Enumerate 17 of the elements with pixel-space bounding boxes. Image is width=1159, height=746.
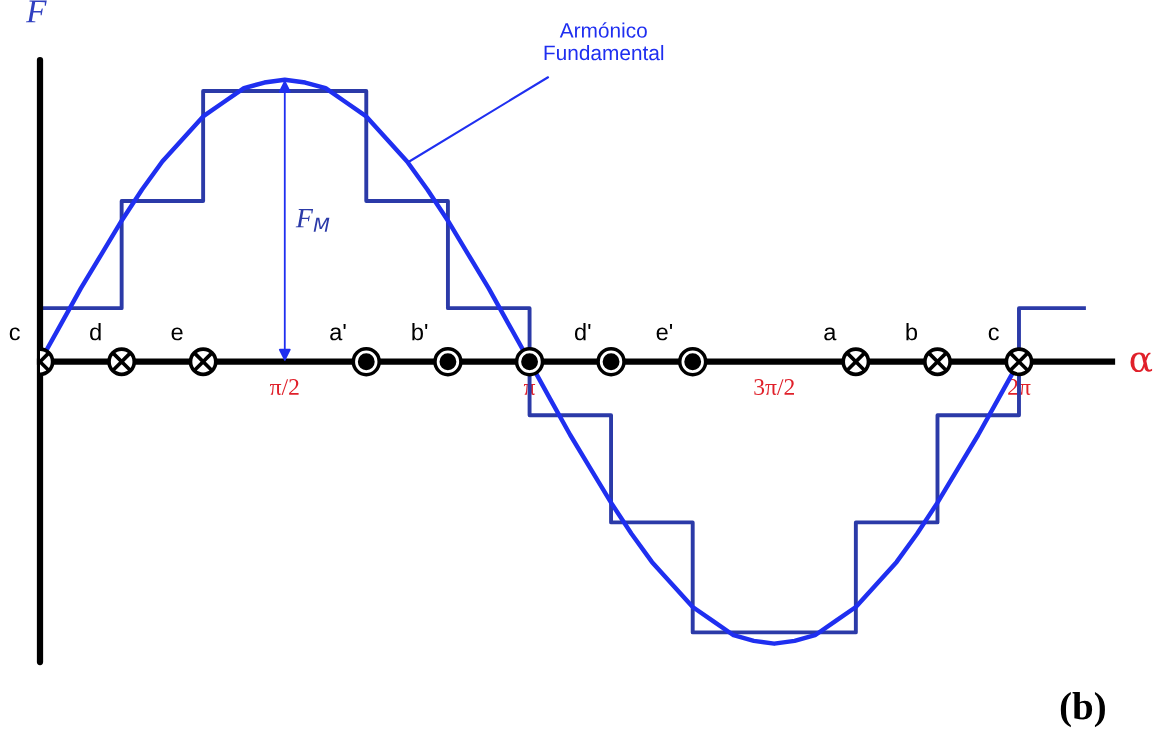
annotation: b [906,323,918,341]
y-axis-title: F [25,0,47,23]
annotation: c [9,327,20,341]
text: (b) [1060,692,1105,728]
x-axis-title: α [1130,352,1153,373]
annotation: d [90,323,101,341]
annotation: d' [574,323,591,341]
x-tick-label: 3π/2 [754,379,794,395]
annotation: e [171,327,183,341]
annotation: a [824,327,837,341]
annotation: c [988,327,999,341]
annotation: Armónico Fundamental [544,22,664,61]
annotation: a' [330,323,346,341]
x-tick-label: π/2 [269,379,299,395]
annotation: b' [412,323,428,341]
annotation: e' [656,323,673,341]
annotation: F$_{M}$ [295,209,330,232]
